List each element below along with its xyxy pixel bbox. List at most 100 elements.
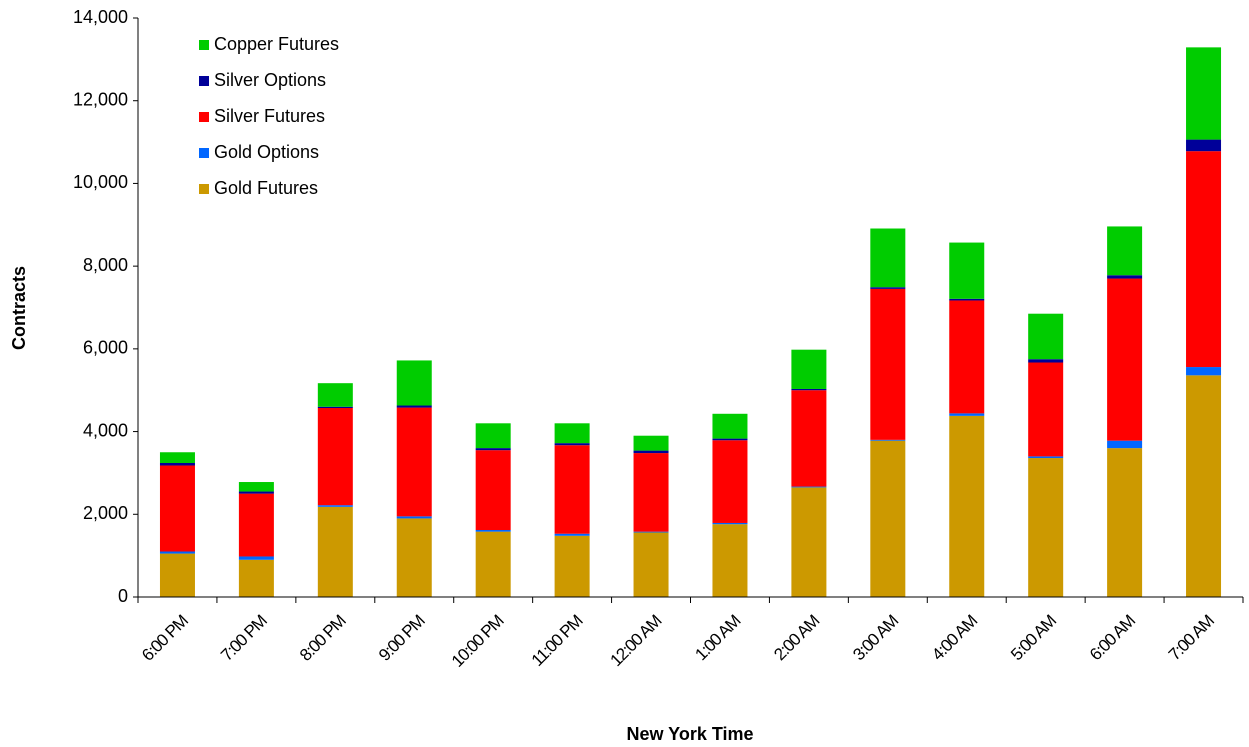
bar-segment — [791, 388, 827, 391]
x-tick-label: 3:00 AM — [849, 612, 902, 665]
bar-segment — [633, 532, 669, 597]
x-tick-label: 2:00 AM — [770, 612, 823, 665]
bar-segment — [1186, 139, 1222, 152]
bar-segment — [791, 486, 827, 488]
bar-segment — [633, 435, 669, 451]
x-axis-title: New York Time — [626, 724, 753, 744]
x-tick-label: 6:00 AM — [1086, 612, 1139, 665]
bar-segment — [475, 423, 511, 449]
bar-segment — [159, 452, 195, 464]
bar-segment — [1028, 458, 1064, 597]
bar-segment — [870, 288, 906, 440]
bar-segment — [1028, 456, 1064, 459]
legend-label: Copper Futures — [214, 34, 339, 54]
bar-segment — [159, 463, 195, 466]
bar-segment — [949, 300, 985, 414]
bar-segment — [870, 440, 906, 597]
bar-segment — [712, 524, 748, 597]
bar-segment — [1028, 313, 1064, 360]
x-tick-label: 5:00 AM — [1007, 612, 1060, 665]
y-tick-label: 2,000 — [83, 503, 128, 523]
bar-segment — [1107, 275, 1143, 279]
bar-segment — [554, 535, 590, 597]
bar-segment — [554, 443, 590, 446]
bar-segment — [949, 413, 985, 416]
bar-segment — [475, 530, 511, 532]
bar-segment — [791, 390, 827, 487]
bar-segment — [238, 556, 274, 560]
x-tick-label: 7:00 AM — [1165, 612, 1218, 665]
bar-segment — [554, 423, 590, 444]
bar-segment — [870, 439, 906, 441]
bar-segment — [159, 553, 195, 597]
bar-segment — [1186, 367, 1222, 376]
bar-segment — [870, 228, 906, 288]
bar-segment — [317, 407, 353, 506]
bar-segment — [317, 506, 353, 597]
bar-segment — [791, 487, 827, 597]
x-tick-label: 7:00 PM — [217, 612, 270, 665]
legend-swatch — [199, 76, 209, 86]
x-tick-label: 10:00 PM — [448, 612, 507, 671]
y-tick-label: 10,000 — [73, 172, 128, 192]
y-tick-label: 12,000 — [73, 89, 128, 109]
bar-segment — [1107, 448, 1143, 597]
bar-segment — [949, 242, 985, 299]
bar-segment — [1186, 375, 1222, 597]
x-tick-label: 9:00 PM — [375, 612, 428, 665]
bar-segment — [396, 518, 432, 597]
bar-segment — [317, 406, 353, 408]
bar-segment — [396, 516, 432, 519]
legend-label: Silver Futures — [214, 106, 325, 126]
bar-segment — [633, 453, 669, 532]
x-tick-label: 1:00 AM — [691, 612, 744, 665]
y-tick-label: 0 — [118, 586, 128, 606]
bar-segment — [1186, 47, 1222, 140]
bar-segment — [475, 450, 511, 531]
legend-swatch — [199, 112, 209, 122]
bar-segment — [1028, 359, 1064, 363]
bar-segment — [712, 413, 748, 439]
bar-segment — [633, 450, 669, 454]
bar-segment — [712, 522, 748, 525]
legend-swatch — [199, 148, 209, 158]
y-tick-label: 6,000 — [83, 338, 128, 358]
bar-segment — [238, 559, 274, 597]
bar-segment — [633, 531, 669, 533]
legend-label: Silver Options — [214, 70, 326, 90]
bar-segment — [554, 445, 590, 534]
x-tick-label: 8:00 PM — [296, 612, 349, 665]
legend-swatch — [199, 184, 209, 194]
bar-segment — [396, 405, 432, 408]
bar-segment — [1186, 151, 1222, 368]
bar-segment — [791, 349, 827, 389]
legend-swatch — [199, 40, 209, 50]
legend-label: Gold Options — [214, 142, 319, 162]
bar-segment — [317, 383, 353, 407]
x-tick-label: 4:00 AM — [928, 612, 981, 665]
x-tick-label: 11:00 PM — [528, 612, 586, 670]
bar-segment — [712, 438, 748, 441]
bar-segment — [1028, 362, 1064, 457]
bar-segment — [475, 448, 511, 451]
y-tick-label: 4,000 — [83, 420, 128, 440]
bar-segment — [159, 551, 195, 554]
x-tick-label: 6:00 PM — [138, 612, 191, 665]
x-tick-label: 12:00 AM — [606, 612, 665, 671]
bar-segment — [238, 491, 274, 494]
y-tick-label: 14,000 — [73, 7, 128, 27]
y-axis-title: Contracts — [9, 266, 29, 350]
bar-segment — [159, 465, 195, 552]
y-tick-label: 8,000 — [83, 255, 128, 275]
bar-segment — [396, 360, 432, 406]
bar-segment — [949, 415, 985, 597]
bar-segment — [1107, 440, 1143, 449]
bar-segment — [396, 407, 432, 517]
bar-segment — [238, 493, 274, 557]
bar-segment — [475, 531, 511, 597]
bar-segment — [949, 298, 985, 301]
bar-segment — [317, 505, 353, 507]
bar-segment — [554, 533, 590, 536]
bar-segment — [870, 287, 906, 289]
